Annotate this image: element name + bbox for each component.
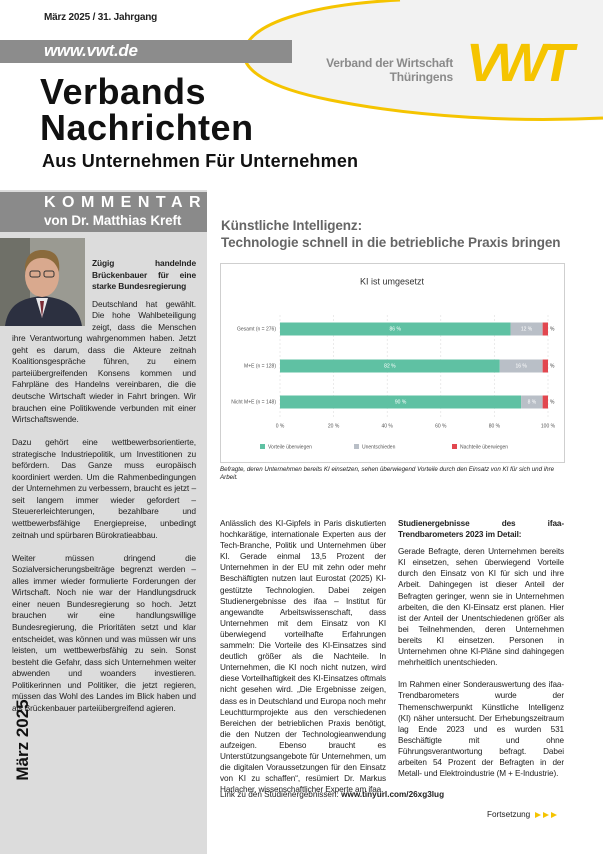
bar-label: % bbox=[550, 399, 555, 405]
org-name: Thüringens bbox=[389, 70, 454, 84]
bar-segment bbox=[499, 359, 543, 373]
bar-label: 82 % bbox=[384, 363, 396, 369]
legend-marker bbox=[354, 444, 359, 449]
side-date: März 2025 bbox=[13, 699, 32, 781]
header-decoration bbox=[242, 0, 603, 121]
bar-segment bbox=[280, 322, 511, 336]
commentary-box bbox=[0, 192, 207, 232]
article-column: Anlässlich des KI-Gipfels in Paris disku… bbox=[220, 518, 386, 806]
article-title: Künstliche Intelligenz: bbox=[221, 218, 362, 233]
url: www.vwt.de bbox=[44, 41, 138, 60]
paragraph: Deutschland hat gewählt. Die hohe Wahlbe… bbox=[12, 298, 196, 425]
bar-label: 16 % bbox=[515, 363, 527, 369]
photo-spacer bbox=[12, 258, 92, 328]
bar-segment bbox=[542, 395, 548, 409]
author-photo bbox=[0, 238, 85, 326]
bar-label: 86 % bbox=[390, 326, 402, 332]
legend-marker bbox=[260, 444, 265, 449]
legend-label: Vorteile überwiegen bbox=[268, 444, 312, 450]
category-label: M+E (n = 128) bbox=[244, 363, 276, 369]
category-label: Nicht M+E (n = 148) bbox=[231, 399, 276, 405]
commentary-author: von Dr. Matthias Kreft bbox=[44, 213, 182, 228]
bar-label: % bbox=[550, 363, 555, 369]
x-tick-label: 40 % bbox=[381, 423, 393, 429]
paragraph: Weiter müssen dringend die Sozialversich… bbox=[12, 552, 196, 713]
commentary-label: KOMMENTAR bbox=[44, 194, 208, 211]
bar-label: % bbox=[550, 326, 555, 332]
x-tick-label: 20 % bbox=[328, 423, 340, 429]
paragraph: Gerade Befragte, deren Unternehmen berei… bbox=[398, 547, 564, 668]
subtitle: Aus Unternehmen Für Unternehmen bbox=[42, 151, 359, 171]
title: Verbands bbox=[40, 71, 207, 112]
link-url[interactable]: www.tinyurl.com/26xg3lug bbox=[341, 790, 445, 799]
link-line: Link zu den Studienergebnissen: www.tiny… bbox=[220, 790, 444, 799]
url-band bbox=[0, 40, 292, 63]
continued: Fortsetzung bbox=[487, 810, 559, 819]
bar-label: 8 % bbox=[528, 399, 537, 405]
chart-title: KI ist umgesetzt bbox=[360, 276, 425, 286]
photo-tie bbox=[40, 301, 44, 318]
paragraph: Im Rahmen einer Sonderauswertung des ifa… bbox=[398, 680, 564, 779]
bar-label: 90 % bbox=[395, 399, 407, 405]
commentary-text: Zügig handelnde Brückenbauer für eine st… bbox=[12, 258, 196, 726]
bar-label: 12 % bbox=[521, 326, 533, 332]
logo: VWT bbox=[466, 33, 574, 93]
x-tick-label: 0 % bbox=[276, 423, 285, 429]
photo-glasses bbox=[43, 270, 55, 278]
paragraph: Dazu gehört eine wettbewerbsorientierte,… bbox=[12, 437, 196, 540]
commentary-headline: Zügig handelnde Brückenbauer für eine st… bbox=[92, 258, 196, 292]
continued-arrows bbox=[534, 811, 557, 818]
photo-hair bbox=[24, 250, 60, 272]
category-label: Gesamt (n = 276) bbox=[237, 326, 276, 332]
x-tick-label: 80 % bbox=[489, 423, 501, 429]
continued-label: Fortsetzung bbox=[487, 810, 531, 819]
header-shade bbox=[244, 0, 603, 121]
org-name: Verband der Wirtschaft bbox=[326, 56, 453, 70]
paragraph: Anlässlich des KI-Gipfels in Paris disku… bbox=[220, 519, 386, 795]
legend-marker bbox=[452, 444, 457, 449]
bar-segment bbox=[542, 322, 548, 336]
bar-segment bbox=[280, 395, 522, 409]
bar-segment bbox=[280, 359, 500, 373]
chart-caption: Befragte, deren Unternehmen bereits KI e… bbox=[220, 466, 555, 481]
legend-label: Nachteile überwiegen bbox=[460, 444, 508, 450]
title: Nachrichten bbox=[40, 107, 254, 148]
photo-glasses bbox=[29, 270, 41, 278]
x-tick-label: 60 % bbox=[435, 423, 447, 429]
bar-segment bbox=[521, 395, 543, 409]
issue: März 2025 / 31. Jahrgang bbox=[44, 12, 158, 23]
legend-label: Unentschieden bbox=[362, 444, 396, 450]
article-title: Technologie schnell in die betriebliche … bbox=[221, 235, 561, 250]
header-arc bbox=[242, 0, 603, 121]
bar-segment bbox=[510, 322, 543, 336]
chart: KI ist umgesetzt 0 % 20 % 40 % 60 % 80 % 100 … bbox=[220, 263, 565, 463]
x-tick-label: 100 % bbox=[541, 423, 556, 429]
photo-face bbox=[25, 255, 59, 297]
article-column: Studienergebnisse des ifaa-Trendbaromete… bbox=[398, 518, 564, 790]
link-label: Link zu den Studienergebnissen: bbox=[220, 790, 339, 799]
bar-segment bbox=[542, 359, 548, 373]
arrow bbox=[534, 811, 557, 818]
column-heading: Studienergebnisse des ifaa-Trendbaromete… bbox=[398, 519, 564, 540]
